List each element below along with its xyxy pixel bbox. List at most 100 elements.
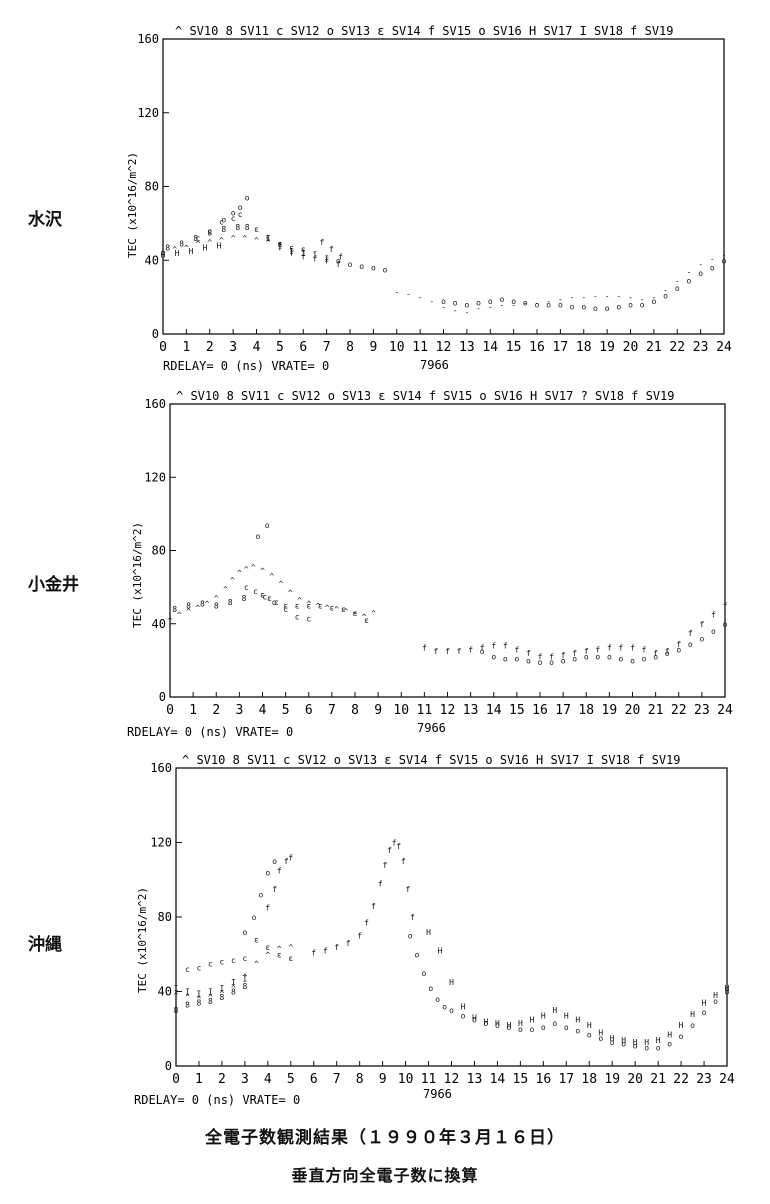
data-point-sv10: ^ bbox=[288, 943, 293, 952]
x-tick-label: 4 bbox=[259, 703, 267, 718]
data-point-sv14: ε bbox=[318, 601, 323, 610]
x-tick-label: 10 bbox=[389, 340, 405, 355]
data-point-sv21: o bbox=[687, 277, 692, 286]
data-point-sv12: c bbox=[295, 612, 300, 621]
data-point-sv13: o bbox=[238, 203, 243, 212]
data-point-sv10: ^ bbox=[362, 612, 367, 621]
x-tick-label: 4 bbox=[264, 1072, 272, 1087]
data-point-sv19: f bbox=[265, 904, 270, 913]
x-tick-label: 2 bbox=[212, 703, 220, 718]
data-point-sv18: I bbox=[197, 989, 202, 998]
data-point-sv21: o bbox=[464, 301, 469, 310]
data-point-sv17: H bbox=[679, 1021, 684, 1030]
data-point-sv10: ^ bbox=[214, 594, 219, 603]
data-point-sv16: o bbox=[461, 1012, 466, 1021]
data-point-sv16: o bbox=[336, 256, 341, 265]
data-point-sv16: o bbox=[541, 1023, 546, 1032]
x-tick-label: 24 bbox=[716, 340, 732, 355]
data-point-sv20: - bbox=[429, 297, 434, 306]
data-point-sv16: o bbox=[679, 1032, 684, 1041]
data-point-sv15: f bbox=[401, 857, 406, 866]
y-axis-label: TEC (x10^16/m^2) bbox=[131, 522, 144, 628]
data-point-sv20: - bbox=[570, 293, 575, 302]
x-tick-label: 5 bbox=[276, 340, 284, 355]
data-point-sv11: 8 bbox=[185, 1001, 190, 1010]
x-tick-label: 24 bbox=[719, 1072, 735, 1087]
y-tick-label: 160 bbox=[137, 32, 159, 46]
data-point-sv10: ^ bbox=[207, 238, 212, 247]
data-point-sv18: I bbox=[266, 234, 271, 243]
x-tick-label: 12 bbox=[444, 1072, 460, 1087]
data-point-sv15: f bbox=[396, 842, 401, 851]
data-point-sv13: o bbox=[272, 857, 277, 866]
data-point-sv20: - bbox=[500, 301, 505, 310]
data-point-sv18: I bbox=[289, 247, 294, 256]
data-point-sv15: f bbox=[723, 601, 728, 610]
x-tick-label: 14 bbox=[482, 340, 498, 355]
x-tick-label: 8 bbox=[356, 1072, 364, 1087]
data-point-sv16: o bbox=[472, 1015, 477, 1024]
data-point-sv18: I bbox=[242, 974, 247, 983]
data-point-sv16: o bbox=[688, 640, 693, 649]
data-point-sv16: o bbox=[595, 653, 600, 662]
data-point-sv11: 8 bbox=[220, 993, 225, 1002]
data-point-sv20: - bbox=[616, 291, 621, 300]
x-tick-label: 7 bbox=[323, 340, 331, 355]
data-point-sv13: o bbox=[221, 216, 226, 225]
data-point-sv15: f bbox=[371, 902, 376, 911]
data-point-sv16: o bbox=[371, 264, 376, 273]
data-point-sv18: I bbox=[185, 988, 190, 997]
data-point-sv19: f bbox=[272, 885, 277, 894]
data-point-sv15: f bbox=[630, 644, 635, 653]
data-point-sv15: f bbox=[357, 932, 362, 941]
x-tick-label: 10 bbox=[393, 703, 409, 718]
data-point-sv11: 8 bbox=[200, 600, 205, 609]
y-tick-label: 80 bbox=[158, 910, 172, 924]
data-point-sv11: 8 bbox=[165, 243, 170, 252]
data-point-sv17: H bbox=[633, 1038, 638, 1047]
data-point-sv20: - bbox=[628, 293, 633, 302]
station-label-koganei: 小金井 bbox=[28, 575, 79, 595]
data-point-sv10: ^ bbox=[237, 568, 242, 577]
data-point-sv10: ^ bbox=[223, 585, 228, 594]
data-point-sv17: H bbox=[610, 1034, 615, 1043]
x-tick-label: 19 bbox=[599, 340, 615, 355]
data-point-sv17: H bbox=[575, 1015, 580, 1024]
data-point-sv14: ε bbox=[277, 240, 282, 249]
data-point-sv15: f bbox=[503, 642, 508, 651]
data-point-sv12: c bbox=[238, 210, 243, 219]
tec-panel-okinawa: ^ SV10 8 SV11 c SV12 o SV13 ε SV14 f SV1… bbox=[134, 753, 735, 1107]
x-tick-label: 17 bbox=[558, 1072, 574, 1087]
data-point-sv18: I bbox=[324, 254, 329, 263]
data-point-sv14: ε bbox=[274, 598, 279, 607]
data-point-sv17: H bbox=[461, 1002, 466, 1011]
data-point-sv16: o bbox=[552, 1019, 557, 1028]
data-point-sv16: o bbox=[359, 262, 364, 271]
y-tick-label: 0 bbox=[159, 690, 166, 704]
y-axis-label: TEC (x10^16/m^2) bbox=[136, 887, 149, 993]
data-point-sv20: - bbox=[663, 286, 668, 295]
data-point-sv16: o bbox=[644, 1043, 649, 1052]
x-ticks: 0 1 2 3 4 5 6 7 8 9 10 11 12 13 14 15 16 17 18 19 20 21 22 23 24 bbox=[172, 1061, 735, 1087]
data-point-sv13: o bbox=[265, 868, 270, 877]
data-point-sv16: o bbox=[428, 984, 433, 993]
data-point-sv10: ^ bbox=[288, 589, 293, 598]
y-tick-label: 0 bbox=[152, 327, 159, 341]
data-point-sv11: 8 bbox=[197, 999, 202, 1008]
data-point-sv15: f bbox=[364, 919, 369, 928]
data-point-sv15: f bbox=[514, 645, 519, 654]
x-tick-label: 0 bbox=[166, 703, 174, 718]
data-point-sv10: ^ bbox=[343, 607, 348, 616]
data-point-sv11: 8 bbox=[245, 223, 250, 232]
data-point-sv19: f bbox=[320, 238, 325, 247]
data-point-sv16: o bbox=[711, 627, 716, 636]
data-point-sv13: o bbox=[231, 208, 236, 217]
data-point-sv10: ^ bbox=[316, 601, 321, 610]
data-point-sv10: ^ bbox=[208, 993, 213, 1002]
data-point-sv13: o bbox=[259, 891, 264, 900]
data-point-sv17: H bbox=[518, 1019, 523, 1028]
data-point-sv18: I bbox=[208, 988, 213, 997]
x-tick-label: 16 bbox=[536, 1072, 552, 1087]
